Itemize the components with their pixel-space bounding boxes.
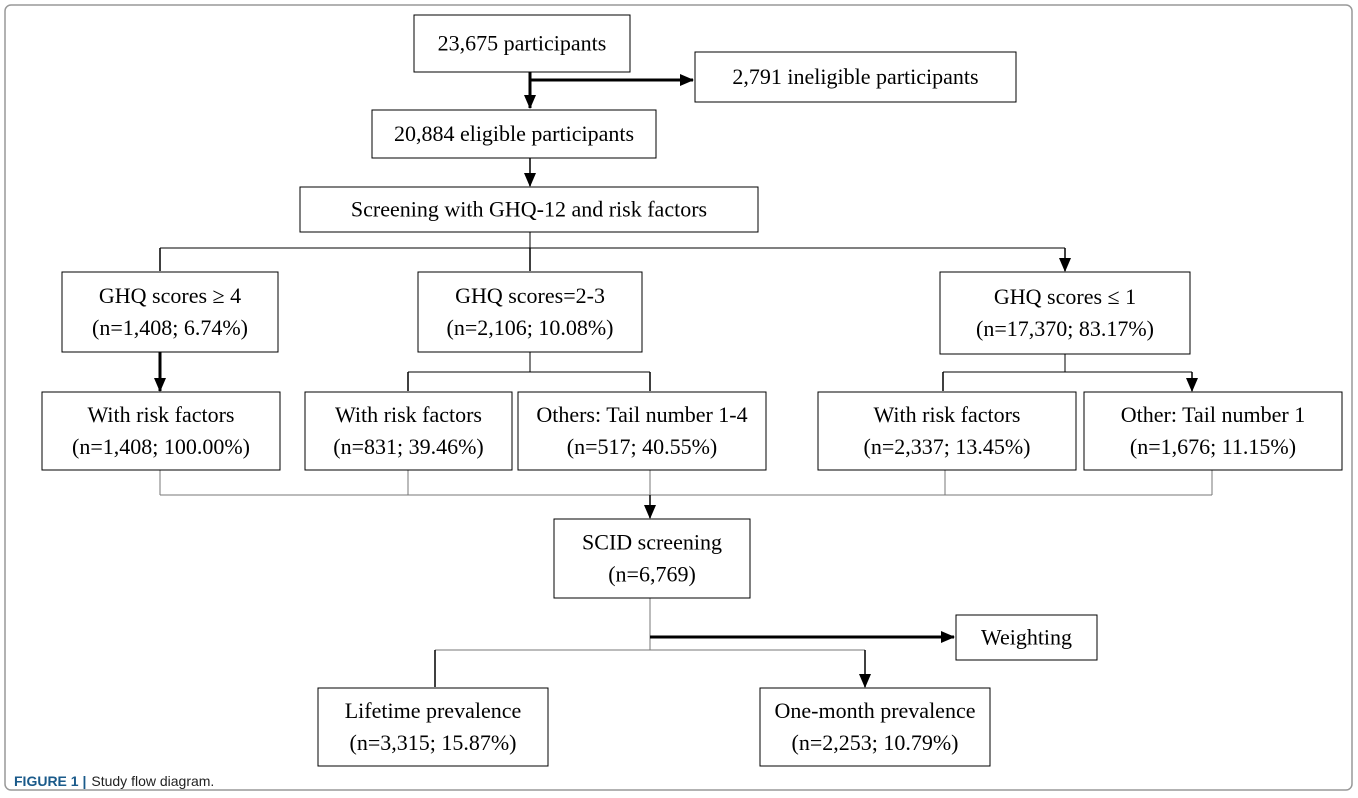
node-box [1083, 391, 1343, 471]
node-label: GHQ scores ≥ 4 [99, 283, 241, 308]
node: Others: Tail number 1-4 (n=517; 40.55%) [517, 391, 767, 471]
node: Weighting [955, 614, 1098, 661]
node: GHQ scores ≥ 4 (n=1,408; 6.74%) [61, 271, 279, 353]
node: With risk factors (n=831; 39.46%) [304, 391, 513, 471]
node: Lifetime prevalence (n=3,315; 15.87%) [317, 687, 549, 767]
node-label: (n=1,676; 11.15%) [1130, 434, 1296, 459]
node-label: (n=2,106; 10.08%) [447, 315, 614, 340]
node-label: 23,675 participants [438, 31, 607, 56]
caption-label: FIGURE 1 | [14, 773, 86, 789]
node: GHQ scores ≤ 1 (n=17,370; 83.17%) [939, 271, 1191, 355]
node-box [299, 186, 759, 233]
node-box [939, 271, 1191, 355]
node-label: With risk factors [874, 402, 1021, 427]
node-box [759, 687, 991, 767]
node-label: One-month prevalence [775, 698, 976, 723]
node-label: (n=3,315; 15.87%) [350, 730, 517, 755]
node-label: SCID screening [582, 530, 722, 555]
node-label: Screening with GHQ-12 and risk factors [351, 197, 707, 222]
node-box [304, 391, 513, 471]
node-label: (n=2,337; 13.45%) [864, 434, 1031, 459]
frame [4, 4, 1353, 791]
node-label: With risk factors [88, 402, 235, 427]
node-label: 2,791 ineligible participants [732, 64, 978, 89]
node-label: (n=17,370; 83.17%) [976, 316, 1154, 341]
node-box [955, 614, 1098, 661]
node: With risk factors (n=1,408; 100.00%) [41, 391, 281, 471]
node-label: GHQ scores=2-3 [455, 283, 605, 308]
node: Screening with GHQ-12 and risk factors [299, 186, 759, 233]
node-label: Others: Tail number 1-4 [536, 402, 747, 427]
node-box [817, 391, 1077, 471]
node: GHQ scores=2-3 (n=2,106; 10.08%) [417, 271, 643, 353]
node-label: (n=2,253; 10.79%) [792, 730, 959, 755]
node-box [317, 687, 549, 767]
node-label: (n=831; 39.46%) [333, 434, 484, 459]
node-label: Other: Tail number 1 [1121, 402, 1305, 427]
node-box [517, 391, 767, 471]
node-box [553, 518, 751, 599]
node-label: (n=517; 40.55%) [567, 434, 718, 459]
node: 23,675 participants [413, 14, 631, 73]
caption-text: Study flow diagram. [91, 773, 214, 789]
node-label: 20,884 eligible participants [394, 121, 634, 146]
node-box [413, 14, 631, 73]
node-label: (n=1,408; 100.00%) [72, 434, 250, 459]
node-box [694, 51, 1017, 103]
node: One-month prevalence (n=2,253; 10.79%) [759, 687, 991, 767]
node-box [61, 271, 279, 353]
node-label: With risk factors [335, 402, 482, 427]
node-label: Lifetime prevalence [345, 698, 522, 723]
node-label: GHQ scores ≤ 1 [994, 284, 1136, 309]
node: SCID screening (n=6,769) [553, 518, 751, 599]
node: With risk factors (n=2,337; 13.45%) [817, 391, 1077, 471]
node-box [41, 391, 281, 471]
node: 2,791 ineligible participants [694, 51, 1017, 103]
caption: FIGURE 1 | Study flow diagram. [14, 773, 214, 789]
node-box [371, 109, 657, 159]
node-label: (n=6,769) [608, 562, 696, 587]
node-box [417, 271, 643, 353]
connectors [154, 72, 1213, 687]
node: 20,884 eligible participants [371, 109, 657, 159]
node: Other: Tail number 1 (n=1,676; 11.15%) [1083, 391, 1343, 471]
node-label: Weighting [981, 625, 1072, 650]
node-label: (n=1,408; 6.74%) [92, 315, 248, 340]
